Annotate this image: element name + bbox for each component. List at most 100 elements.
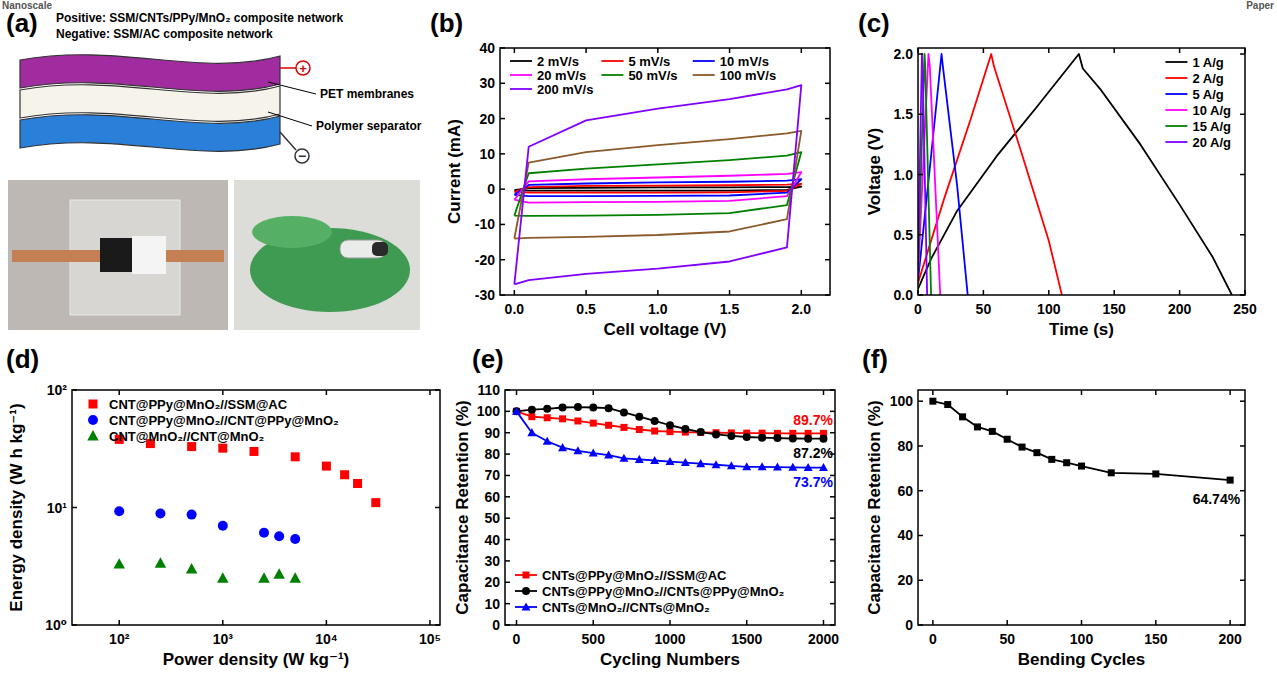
tick-mark (1240, 234, 1245, 236)
data-point (651, 417, 659, 425)
tick-label: 60 (484, 489, 500, 505)
data-point (959, 413, 966, 420)
data-point (544, 414, 551, 421)
tick-mark (1244, 48, 1246, 53)
tick-mark (516, 390, 518, 395)
tick-mark (435, 624, 440, 626)
tick-mark (983, 48, 985, 53)
tick-label: 150 (1103, 301, 1127, 317)
tick-mark (823, 390, 825, 395)
tick-mark (516, 620, 518, 625)
legend-marker (88, 415, 98, 425)
tick-label: 0 (492, 617, 500, 633)
data-point (635, 455, 644, 463)
tick-label: 10⁵ (419, 631, 441, 647)
legend-label: 20 A/g (1192, 135, 1231, 150)
legend-item: 10 A/g (1165, 103, 1231, 118)
tick-label: 100 (890, 393, 914, 409)
series-line (933, 401, 1230, 480)
data-point (259, 528, 269, 538)
tick-mark (932, 390, 934, 395)
tick-mark (825, 188, 830, 190)
tick-mark (222, 390, 224, 395)
photo-glove (252, 216, 332, 248)
data-point (789, 434, 797, 442)
legend-label: 20 mV/s (537, 68, 586, 83)
tick-label: 60 (897, 483, 913, 499)
panel-letter: (f) (862, 344, 888, 374)
tick-mark (593, 390, 595, 395)
legend-item: CNT@PPy@MnO₂//CNT@PPy@MnO₂ (88, 413, 339, 428)
tick-mark (918, 490, 923, 492)
tick-mark (585, 290, 587, 295)
x-axis-title: Time (s) (1049, 320, 1114, 339)
tick-label: 50 (484, 510, 500, 526)
tick-mark (505, 582, 510, 584)
tick-mark (500, 188, 505, 190)
series-line (918, 54, 940, 295)
tick-mark (500, 83, 505, 85)
legend: CNTs@PPy@MnO₂//SSM@ACCNTs@PPy@MnO₂//CNTs… (515, 568, 785, 615)
plot-area (113, 435, 380, 583)
data-point (727, 432, 735, 440)
tick-mark (1240, 579, 1245, 581)
separator-label: Polymer separator (316, 119, 422, 133)
tick-label: 30 (479, 75, 495, 91)
tick-label: 10⁰ (45, 617, 67, 633)
tick-mark (830, 389, 835, 391)
tick-mark (825, 118, 830, 120)
tick-mark (505, 411, 510, 413)
tick-mark (746, 620, 748, 625)
tick-mark (1240, 114, 1245, 116)
chart: 0501001502002500.00.51.01.52.0Time (s)Vo… (865, 46, 1257, 339)
tick-label: 0 (905, 617, 913, 633)
tick-label: 200 (1168, 301, 1192, 317)
tick-mark (1006, 620, 1008, 625)
series-line (918, 54, 927, 295)
legend-label: CNTs@PPy@MnO₂//SSM@AC (542, 568, 727, 583)
data-point (697, 428, 705, 436)
data-point (697, 429, 704, 436)
data-point (1227, 477, 1234, 484)
tick-label: 0 (914, 301, 922, 317)
positive-terminal (296, 61, 310, 75)
tick-mark (505, 560, 510, 562)
end-label: 87.2% (793, 445, 833, 461)
legend-item: 2 mV/s (510, 54, 579, 69)
legend-marker (523, 572, 530, 579)
data-point (543, 437, 552, 445)
tick-mark (72, 507, 77, 509)
series-line (514, 172, 801, 202)
legend-item: 100 mV/s (693, 68, 776, 83)
tick-label: 110 (477, 382, 500, 398)
panel-letter: (b) (430, 8, 463, 38)
data-point (371, 498, 380, 507)
tick-label: 2.0 (792, 301, 812, 317)
panel-letter: (e) (472, 344, 504, 374)
data-point (681, 425, 689, 433)
tick-mark (505, 517, 510, 519)
tick-label: 0.0 (894, 287, 914, 303)
tick-label: 20 (479, 111, 495, 127)
tick-label: 70 (484, 467, 500, 483)
tick-mark (657, 290, 659, 295)
data-point (666, 421, 674, 429)
tick-mark (918, 234, 923, 236)
data-point (274, 531, 284, 541)
tick-mark (429, 390, 431, 395)
plot-frame (918, 390, 1245, 625)
tick-mark (1240, 53, 1245, 55)
tick-label: -10 (475, 216, 495, 232)
legend-label: 5 mV/s (628, 54, 670, 69)
legend-swatch (1165, 141, 1187, 143)
photo (8, 180, 228, 330)
legend-swatch (1165, 125, 1187, 127)
tick-mark (830, 624, 835, 626)
plot-frame (72, 390, 440, 625)
tick-mark (825, 83, 830, 85)
pointer (268, 82, 316, 94)
tick-mark (1006, 390, 1008, 395)
data-point (322, 462, 331, 471)
tick-mark (823, 620, 825, 625)
tick-mark (118, 390, 120, 395)
